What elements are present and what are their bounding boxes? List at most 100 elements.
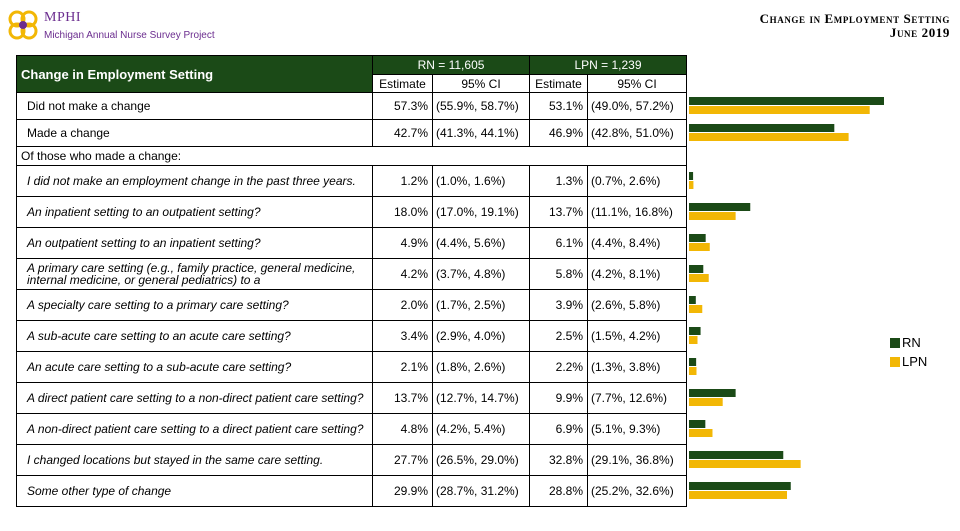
bar-rn (689, 420, 706, 428)
rn-estimate: 1.2% (372, 165, 433, 197)
bar-rn (689, 358, 697, 366)
table-row: A sub-acute care setting to an acute car… (16, 320, 688, 352)
rn-ci: (12.7%, 14.7%) (431, 382, 531, 414)
row-label: A sub-acute care setting to an acute car… (16, 320, 373, 352)
table-row: An acute care setting to a sub-acute car… (16, 351, 688, 383)
rn-ci: (2.9%, 4.0%) (431, 320, 531, 352)
lpn-ci: (5.1%, 9.3%) (587, 413, 688, 445)
bar-lpn (689, 460, 801, 468)
legend-swatch-lpn (890, 357, 900, 367)
rn-ci: (17.0%, 19.1%) (431, 196, 531, 228)
section-row: Of those who made a change: (15, 146, 688, 166)
row-label: A direct patient care setting to a non-d… (16, 382, 373, 414)
lpn-estimate: 53.1% (529, 92, 589, 120)
lpn-estimate: 13.7% (529, 196, 589, 228)
table-row: I changed locations but stayed in the sa… (16, 444, 688, 476)
bar-rn (689, 389, 736, 397)
lpn-ci-header: 95% CI (587, 74, 688, 93)
lpn-estimate: 3.9% (529, 289, 589, 321)
page-title-line1: Change in Employment Setting (759, 11, 950, 26)
rn-ci: (1.0%, 1.6%) (431, 165, 531, 197)
row-label: I changed locations but stayed in the sa… (16, 444, 373, 476)
bar-lpn (689, 212, 736, 220)
section-label: Of those who made a change: (15, 146, 688, 166)
table-subheader-row: Estimate 95% CI Estimate 95% CI (17, 74, 688, 93)
lpn-estimate: 2.2% (529, 351, 589, 383)
rn-estimate: 4.8% (372, 413, 433, 445)
rn-ci: (3.7%, 4.8%) (431, 258, 531, 290)
rn-estimate: 27.7% (372, 444, 433, 476)
row-label: A primary care setting (e.g., family pra… (16, 258, 373, 290)
logo-project-name: Michigan Annual Nurse Survey Project (44, 30, 215, 41)
bar-lpn (689, 243, 710, 251)
bar-rn (689, 296, 696, 304)
rn-ci: (4.2%, 5.4%) (431, 413, 531, 445)
table-row: A specialty care setting to a primary ca… (16, 289, 688, 321)
rn-ci: (28.7%, 31.2%) (431, 475, 531, 507)
bar-rn (689, 451, 784, 459)
bar-rn (689, 265, 704, 273)
row-label: An acute care setting to a sub-acute car… (16, 351, 373, 383)
table-row: Made a change 42.7% (41.3%, 44.1%) 46.9% (42… (16, 119, 688, 147)
rn-estimate: 18.0% (372, 196, 433, 228)
bar-rn (689, 124, 835, 132)
bar-lpn (689, 398, 723, 406)
rn-ci-header: 95% CI (431, 74, 531, 93)
row-label: Some other type of change (16, 475, 373, 507)
bar-rn (689, 327, 701, 335)
rn-estimate: 29.9% (372, 475, 433, 507)
lpn-ci: (42.8%, 51.0%) (587, 119, 688, 147)
lpn-ci: (4.4%, 8.4%) (587, 227, 688, 259)
lpn-ci: (4.2%, 8.1%) (587, 258, 688, 290)
rn-ci: (4.4%, 5.6%) (431, 227, 531, 259)
bar-lpn (689, 181, 694, 189)
rn-estimate: 3.4% (372, 320, 433, 352)
lpn-estimate: 28.8% (529, 475, 589, 507)
rn-header: RN = 11,605 (371, 55, 531, 75)
lpn-estimate: 2.5% (529, 320, 589, 352)
rn-estimate: 57.3% (372, 92, 433, 120)
row-label: I did not make an employment change in t… (16, 165, 373, 197)
legend-swatch-rn (890, 338, 900, 348)
lpn-ci: (25.2%, 32.6%) (587, 475, 688, 507)
table-header-row: Change in Employment Setting RN = 11,605… (16, 55, 688, 93)
bar-lpn (689, 274, 709, 282)
lpn-ci: (1.5%, 4.2%) (587, 320, 688, 352)
bar-lpn (689, 429, 713, 437)
rn-ci: (1.7%, 2.5%) (431, 289, 531, 321)
lpn-ci: (29.1%, 36.8%) (587, 444, 688, 476)
bar-lpn (689, 305, 703, 313)
rn-estimate: 13.7% (372, 382, 433, 414)
logo-org-name: MPHI (44, 10, 82, 25)
bar-rn (689, 203, 751, 211)
lpn-ci: (7.7%, 12.6%) (587, 382, 688, 414)
estimates-table: Change in Employment Setting RN = 11,605… (15, 55, 688, 507)
bar-lpn (689, 367, 697, 375)
page-title: Change in Employment Setting June 2019 (760, 12, 950, 40)
bar-rn (689, 172, 694, 180)
row-label: Made a change (16, 119, 373, 147)
table-row: Some other type of change 29.9% (28.7%, 31… (16, 475, 688, 507)
rn-ci: (26.5%, 29.0%) (431, 444, 531, 476)
mphi-logo: MPHI Michigan Annual Nurse Survey Projec… (6, 8, 246, 44)
mphi-logo-icon (8, 10, 38, 40)
table-title: Change in Employment Setting (16, 55, 373, 93)
lpn-estimate-header: Estimate (529, 74, 589, 93)
table-row: A direct patient care setting to a non-d… (16, 382, 688, 414)
rn-ci: (41.3%, 44.1%) (431, 119, 531, 147)
legend-label-lpn: LPN (902, 354, 928, 369)
row-label: A non-direct patient care setting to a d… (16, 413, 373, 445)
bar-lpn (689, 133, 849, 141)
rn-estimate-header: Estimate (372, 74, 433, 93)
lpn-ci: (11.1%, 16.8%) (587, 196, 688, 228)
table-row: A non-direct patient care setting to a d… (16, 413, 688, 445)
bar-lpn (689, 491, 788, 499)
legend-label-rn: RN (902, 335, 921, 350)
bar-rn (689, 234, 706, 242)
bar-lpn (689, 106, 870, 114)
bar-rn (689, 482, 791, 490)
table-row: A primary care setting (e.g., family pra… (16, 258, 688, 290)
table-row: An inpatient setting to an outpatient se… (16, 196, 688, 228)
table-row: An outpatient setting to an inpatient se… (16, 227, 688, 259)
